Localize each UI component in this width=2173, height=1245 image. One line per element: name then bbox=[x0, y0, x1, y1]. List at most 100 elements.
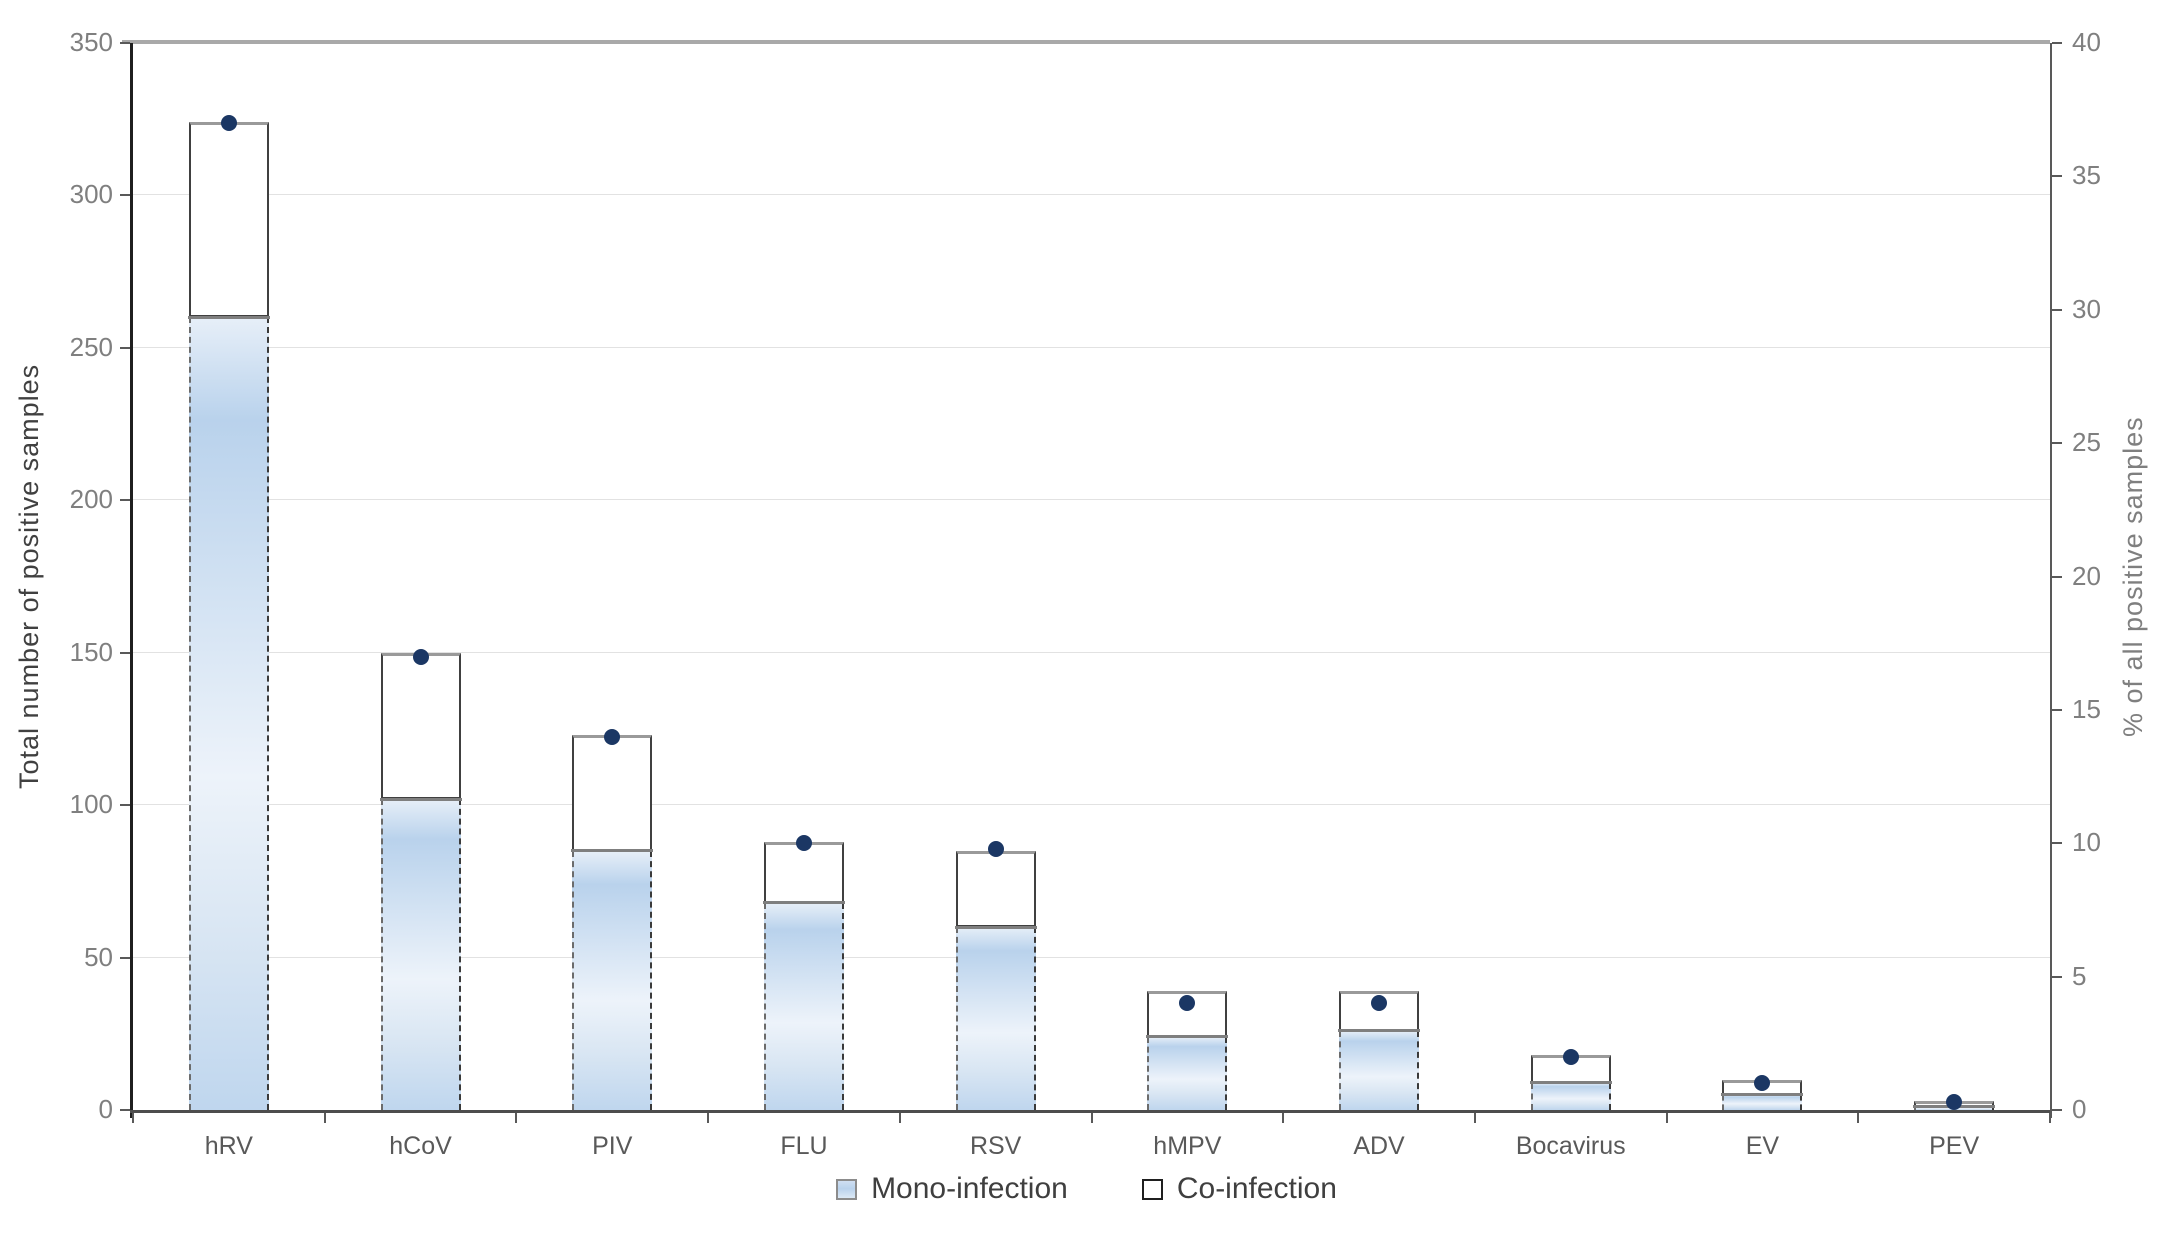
x-axis-tick bbox=[323, 1113, 326, 1123]
category-label-PIV: PIV bbox=[592, 1132, 633, 1160]
bar-mono-hMPV bbox=[1147, 1036, 1228, 1110]
bar-co-hRV bbox=[188, 122, 269, 318]
bar-group-PIV bbox=[516, 43, 708, 1110]
pct-dot-EV bbox=[1754, 1075, 1771, 1092]
bar-group-hMPV bbox=[1092, 43, 1284, 1110]
co-infection-swatch-icon bbox=[1141, 1178, 1163, 1200]
gridline bbox=[133, 804, 2050, 806]
right-axis-tick bbox=[2052, 308, 2062, 311]
left-axis-tick bbox=[120, 499, 130, 502]
left-axis-tick-label: 100 bbox=[69, 789, 113, 820]
left-axis-tick bbox=[120, 42, 130, 44]
bar-split-line bbox=[571, 849, 654, 853]
pct-dot-hCoV bbox=[412, 648, 429, 665]
bar-split-line bbox=[762, 901, 845, 905]
left-axis-tick-label: 0 bbox=[98, 1094, 113, 1124]
right-axis-tick-label: 35 bbox=[2072, 160, 2101, 191]
x-axis-tick bbox=[898, 1113, 901, 1123]
right-axis-tick-label: 20 bbox=[2072, 560, 2101, 591]
pct-dot-PIV bbox=[604, 728, 621, 745]
category-label-EV: EV bbox=[1745, 1132, 1780, 1160]
gridline bbox=[133, 651, 2050, 653]
pct-dot-ADV bbox=[1371, 995, 1388, 1012]
right-axis-line bbox=[2050, 43, 2052, 1118]
x-axis-tick bbox=[2049, 1113, 2051, 1123]
right-axis-tick bbox=[2052, 575, 2062, 578]
bar-split-line bbox=[187, 315, 270, 319]
category-label-RSV: RSV bbox=[969, 1132, 1022, 1160]
category-label-hMPV: hMPV bbox=[1153, 1132, 1222, 1160]
bar-co-hCoV bbox=[380, 652, 461, 800]
left-axis-tick-label: 150 bbox=[69, 636, 113, 667]
bar-co-RSV bbox=[955, 850, 1036, 928]
bar-group-ADV bbox=[1283, 43, 1475, 1110]
gridline bbox=[133, 346, 2050, 348]
left-axis-tick bbox=[120, 804, 130, 807]
right-axis-tick bbox=[2052, 175, 2062, 178]
bar-mono-Bocavirus bbox=[1530, 1082, 1611, 1110]
category-label-Bocavirus: Bocavirus bbox=[1515, 1132, 1626, 1160]
left-axis-tick bbox=[120, 956, 130, 959]
category-label-PEV: PEV bbox=[1929, 1132, 1980, 1160]
plot-top-border bbox=[122, 40, 2050, 44]
bar-group-hCoV bbox=[325, 43, 517, 1110]
category-label-hCoV: hCoV bbox=[389, 1132, 452, 1160]
x-axis-tick bbox=[1090, 1113, 1093, 1123]
left-axis-tick bbox=[120, 346, 130, 349]
bar-group-Bocavirus bbox=[1475, 43, 1667, 1110]
right-axis-tick bbox=[2052, 842, 2062, 845]
pct-dot-hRV bbox=[220, 115, 237, 132]
left-axis-tick bbox=[120, 1109, 130, 1111]
x-axis-tick bbox=[1282, 1113, 1285, 1123]
x-axis-tick bbox=[707, 1113, 710, 1123]
bar-mono-ADV bbox=[1339, 1030, 1420, 1110]
bar-group-PEV bbox=[1858, 43, 2050, 1110]
right-axis-tick-label: 10 bbox=[2072, 827, 2101, 858]
category-label-ADV: ADV bbox=[1353, 1132, 1405, 1160]
bar-mono-hCoV bbox=[380, 799, 461, 1110]
legend-label: Co-infection bbox=[1176, 1172, 1337, 1205]
right-axis-tick-label: 15 bbox=[2072, 693, 2101, 724]
left-axis-tick-label: 300 bbox=[69, 179, 113, 210]
bar-group-FLU bbox=[708, 43, 900, 1110]
right-axis-tick-label: 30 bbox=[2072, 293, 2101, 324]
left-axis-tick-label: 50 bbox=[84, 941, 113, 972]
bar-split-line bbox=[1338, 1029, 1421, 1033]
right-axis-tick-label: 25 bbox=[2072, 427, 2101, 458]
right-axis-tick-label: 40 bbox=[2072, 27, 2101, 57]
x-axis-tick bbox=[1857, 1113, 1860, 1123]
bar-split-line bbox=[1721, 1093, 1804, 1097]
bar-split-line bbox=[1529, 1081, 1612, 1085]
bar-mono-EV bbox=[1722, 1094, 1803, 1110]
right-axis-tick bbox=[2052, 975, 2062, 978]
plot-area: 0 50 100 150 200 250 300 350 0 5 10 15 20 25 30 35 40 bbox=[70, 29, 2101, 1123]
x-axis-tick bbox=[515, 1113, 518, 1123]
bar-mono-RSV bbox=[955, 927, 1036, 1110]
left-axis-tick-label: 350 bbox=[69, 27, 113, 57]
gridline bbox=[133, 194, 2050, 196]
x-axis-tick bbox=[1473, 1113, 1476, 1123]
pct-dot-Bocavirus bbox=[1562, 1048, 1579, 1065]
right-axis-tick bbox=[2052, 42, 2062, 44]
pct-dot-FLU bbox=[795, 835, 812, 852]
gridline bbox=[133, 499, 2050, 501]
x-axis-tick bbox=[132, 1113, 134, 1123]
right-axis-tick bbox=[2052, 442, 2062, 445]
legend-item-co-infection: Co-infection bbox=[1141, 1172, 1337, 1206]
right-axis-tick bbox=[2052, 708, 2062, 711]
bar-co-PIV bbox=[572, 735, 653, 851]
bar-mono-PIV bbox=[572, 850, 653, 1110]
category-label-hRV: hRV bbox=[204, 1132, 253, 1160]
bar-group-RSV bbox=[900, 43, 1092, 1110]
right-axis-tick bbox=[2052, 1109, 2062, 1111]
bar-split-line bbox=[1146, 1035, 1229, 1039]
bar-mono-hRV bbox=[188, 317, 269, 1110]
left-axis-tick bbox=[120, 651, 130, 654]
legend-item-mono-infection: Mono-infection bbox=[836, 1172, 1068, 1206]
mono-infection-swatch-icon bbox=[836, 1178, 858, 1200]
bar-split-line bbox=[379, 797, 462, 801]
left-axis-tick-label: 250 bbox=[69, 331, 113, 362]
legend-label: Mono-infection bbox=[871, 1172, 1068, 1205]
x-axis-line bbox=[130, 1110, 2050, 1113]
